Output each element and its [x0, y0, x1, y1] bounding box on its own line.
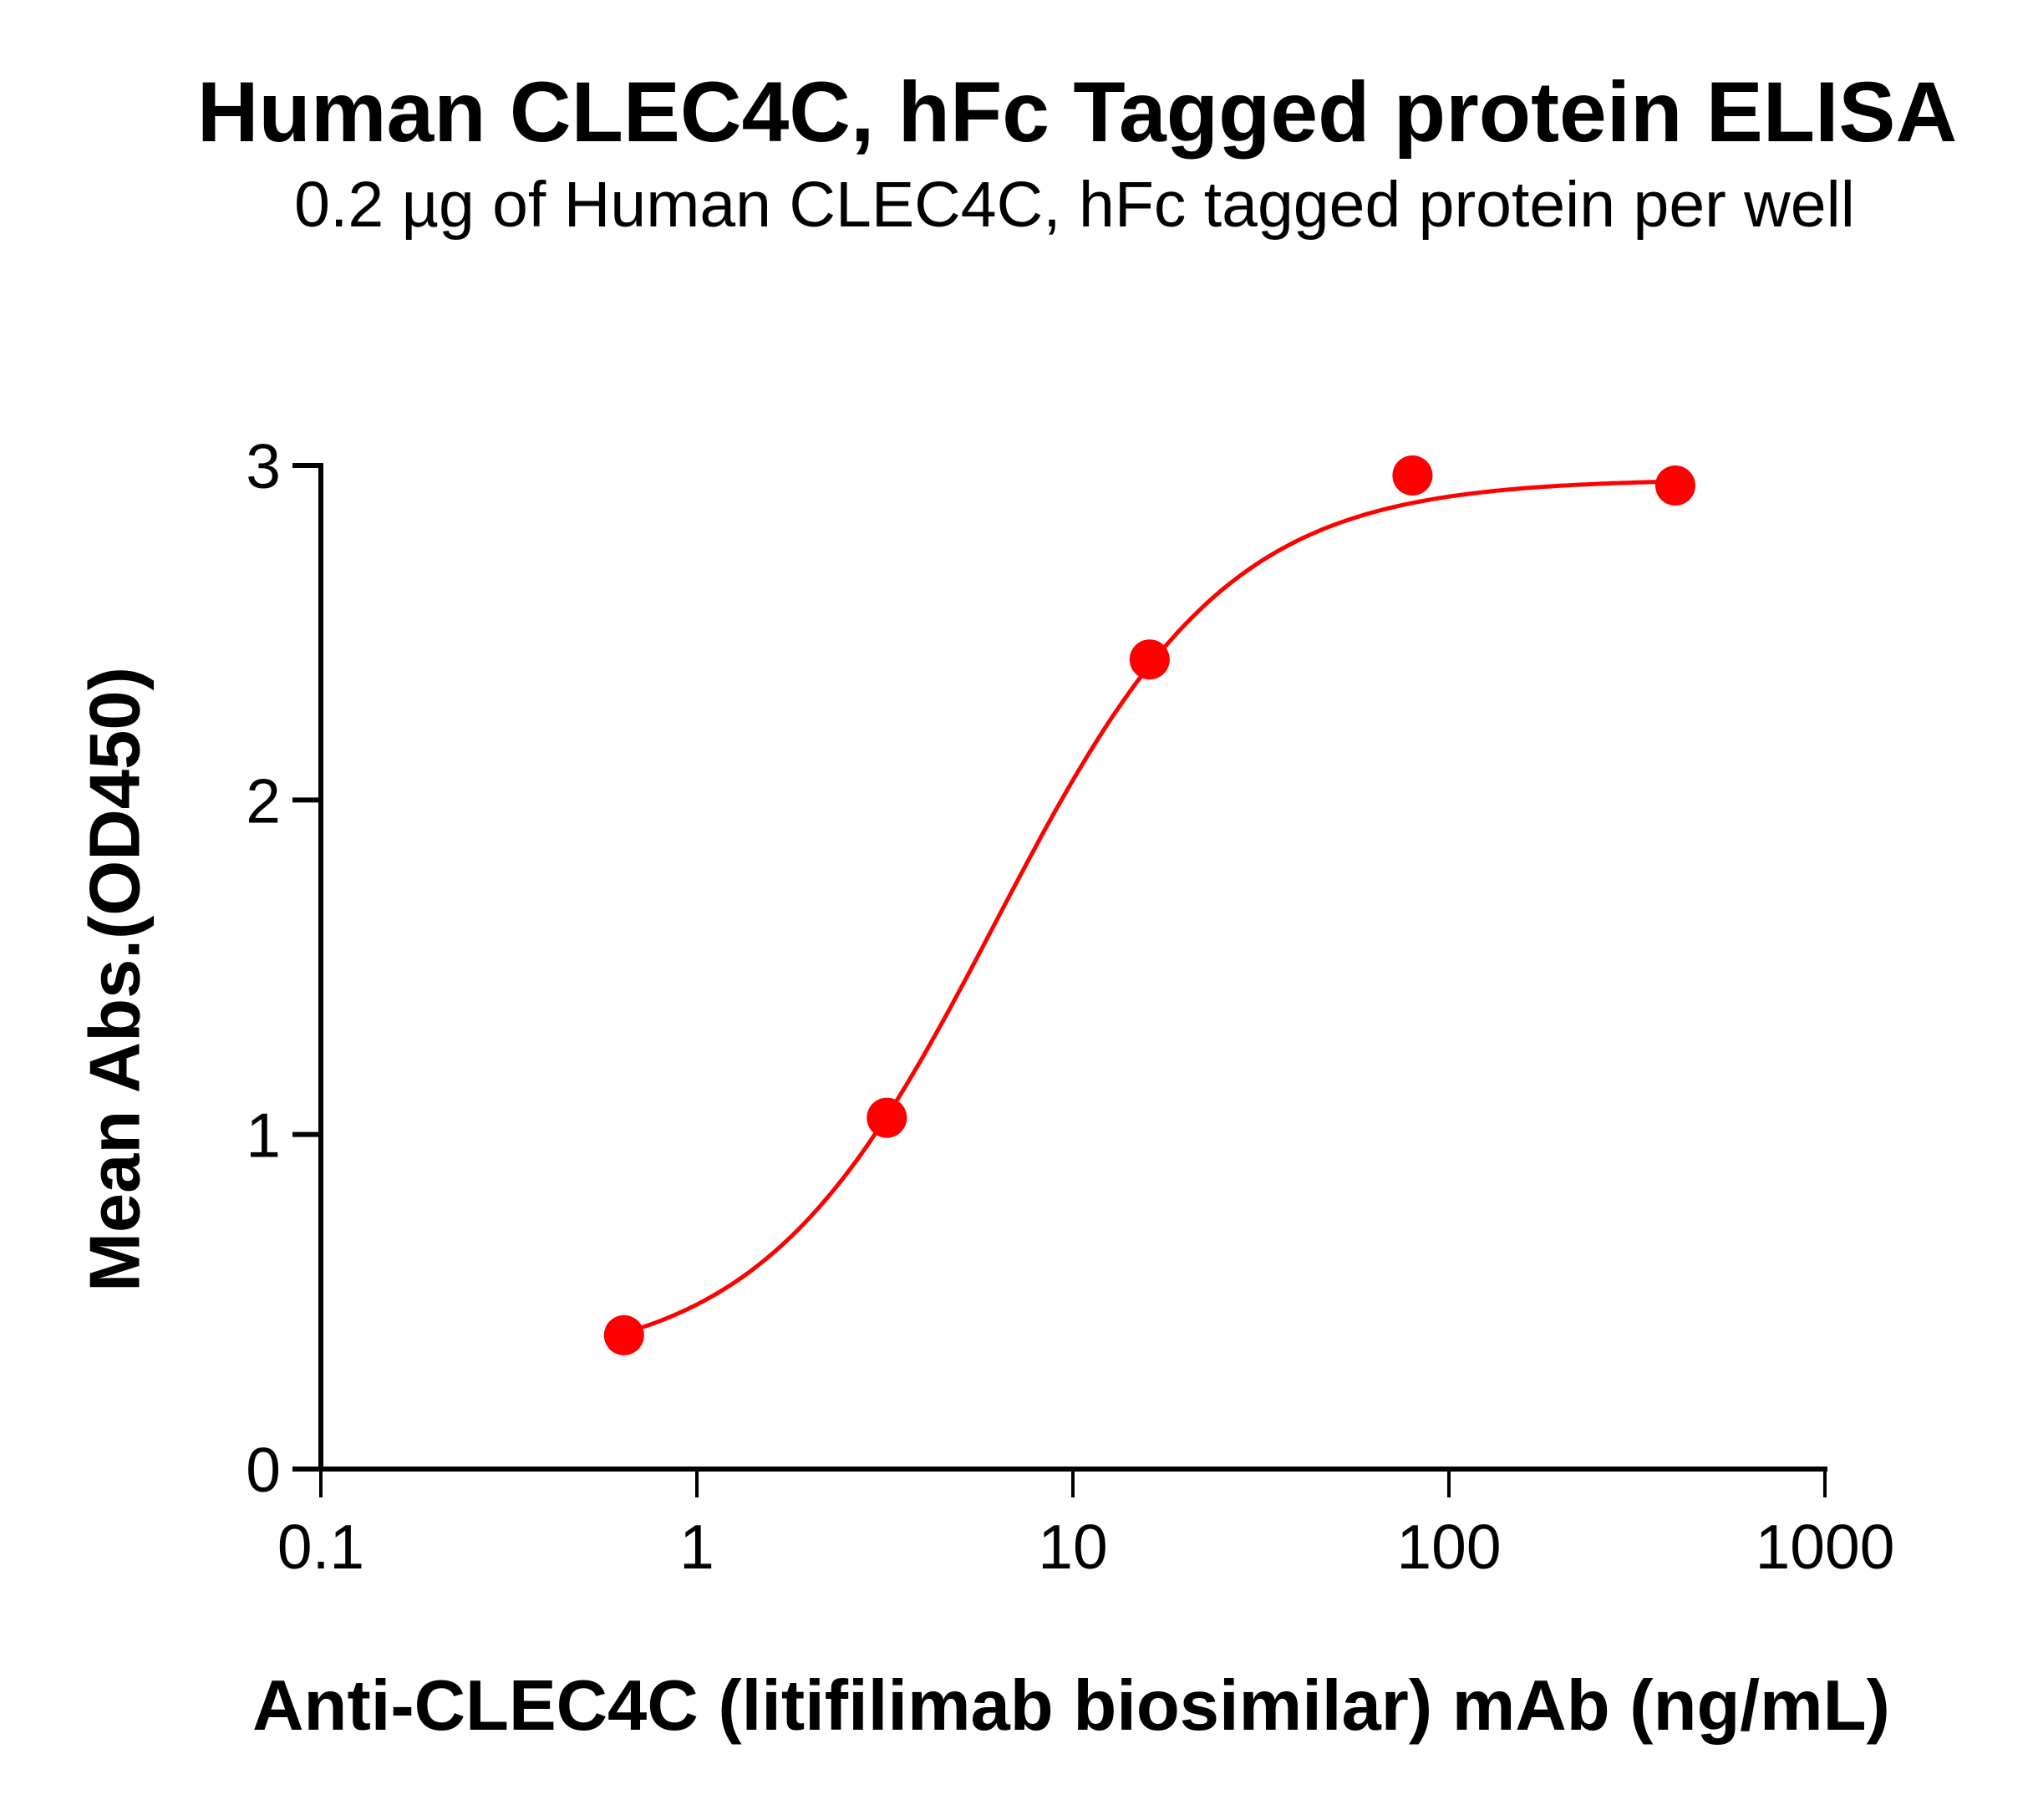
data-point	[1392, 455, 1433, 496]
y-tick-label: 2	[246, 765, 281, 836]
data-point	[1654, 465, 1695, 506]
fit-curve	[623, 479, 1675, 1335]
y-axis-label: Mean Abs.(OD450)	[75, 667, 155, 1292]
x-tick-label: 100	[1396, 1512, 1501, 1582]
y-tick-label: 1	[246, 1101, 281, 1171]
chart-title: Human CLEC4C, hFc Tagged protein ELISA	[196, 64, 1958, 160]
data-point	[867, 1097, 907, 1138]
x-tick-label: 1000	[1756, 1512, 1895, 1582]
x-axis-label: Anti-CLEC4C (litifilimab biosimilar) mAb…	[252, 1666, 1890, 1746]
x-tick-label: 1	[679, 1512, 714, 1582]
x-axis: 0.1 1 10 100 1000	[277, 1467, 1895, 1582]
chart-subtitle: 0.2 µg of Human CLEC4C, hFc tagged prote…	[294, 169, 1855, 241]
y-axis: 0 1 2 3	[246, 431, 323, 1505]
y-tick-label: 3	[246, 431, 281, 501]
data-points	[603, 455, 1695, 1355]
data-point	[603, 1314, 644, 1355]
data-point	[1129, 639, 1170, 680]
x-tick-label: 0.1	[277, 1512, 364, 1582]
x-tick-label: 10	[1038, 1512, 1107, 1582]
y-tick-label: 0	[246, 1435, 281, 1505]
